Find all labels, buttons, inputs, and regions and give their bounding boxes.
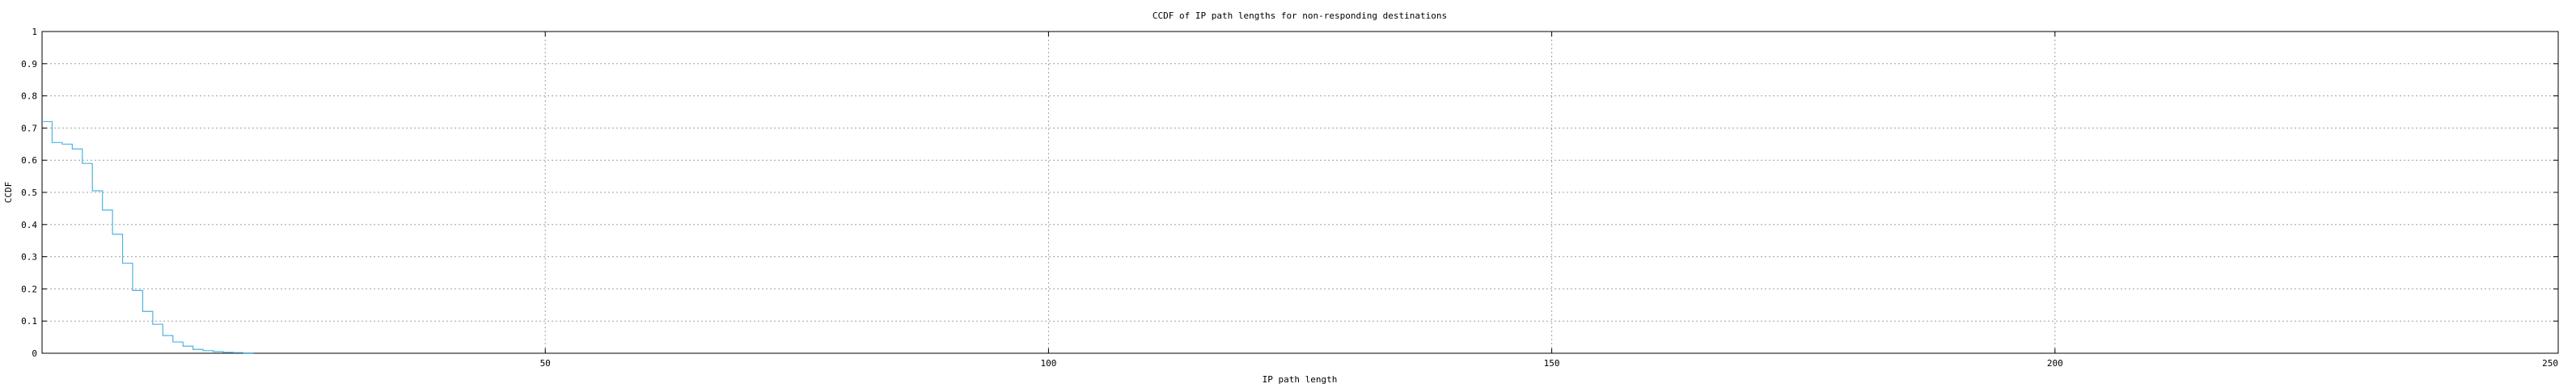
ccdf-data-point xyxy=(213,351,214,352)
ccdf-data-point xyxy=(192,349,193,350)
ccdf-step-line xyxy=(42,120,254,354)
grid xyxy=(42,32,2558,353)
x-tick-label: 100 xyxy=(1040,358,1056,369)
ccdf-data-point xyxy=(253,352,254,353)
y-tick-label: 0.2 xyxy=(21,284,37,294)
series-layer xyxy=(41,120,254,354)
y-tick-label: 0.8 xyxy=(21,91,37,102)
y-tick-label: 0 xyxy=(32,348,37,359)
ccdf-data-point xyxy=(152,324,153,325)
y-axis-title: CCDF xyxy=(3,182,14,204)
ccdf-data-point xyxy=(203,350,204,351)
x-tick-label: 50 xyxy=(540,358,551,369)
ccdf-data-point xyxy=(142,311,143,312)
y-tick-label: 0.6 xyxy=(21,155,37,166)
ccdf-data-point xyxy=(132,290,133,291)
ccdf-data-point xyxy=(183,346,184,347)
ccdf-data-point xyxy=(122,263,123,264)
y-tick-label: 0.4 xyxy=(21,220,37,230)
x-tick-label: 200 xyxy=(2047,358,2063,369)
ccdf-data-point xyxy=(233,352,234,353)
ccdf-data-point xyxy=(172,341,173,342)
ccdf-data-point xyxy=(52,142,53,143)
ccdf-data-point xyxy=(41,121,42,122)
ccdf-data-point xyxy=(102,209,103,210)
y-tick-label: 0.1 xyxy=(21,316,37,327)
ccdf-data-point xyxy=(61,144,62,145)
ccdf-data-point xyxy=(92,190,93,191)
x-tick-label: 150 xyxy=(1544,358,1560,369)
chart-title: CCDF of IP path lengths for non-respondi… xyxy=(1153,11,1447,21)
ccdf-data-point xyxy=(72,149,73,150)
x-axis-title: IP path length xyxy=(1263,374,1338,385)
y-tick-label: 0.5 xyxy=(21,188,37,198)
x-tick-label: 250 xyxy=(2542,358,2558,369)
y-tick-label: 0.3 xyxy=(21,252,37,263)
y-tick-label: 0.7 xyxy=(21,123,37,133)
y-tick-label: 0.9 xyxy=(21,59,37,70)
y-tick-label: 1 xyxy=(32,27,37,37)
